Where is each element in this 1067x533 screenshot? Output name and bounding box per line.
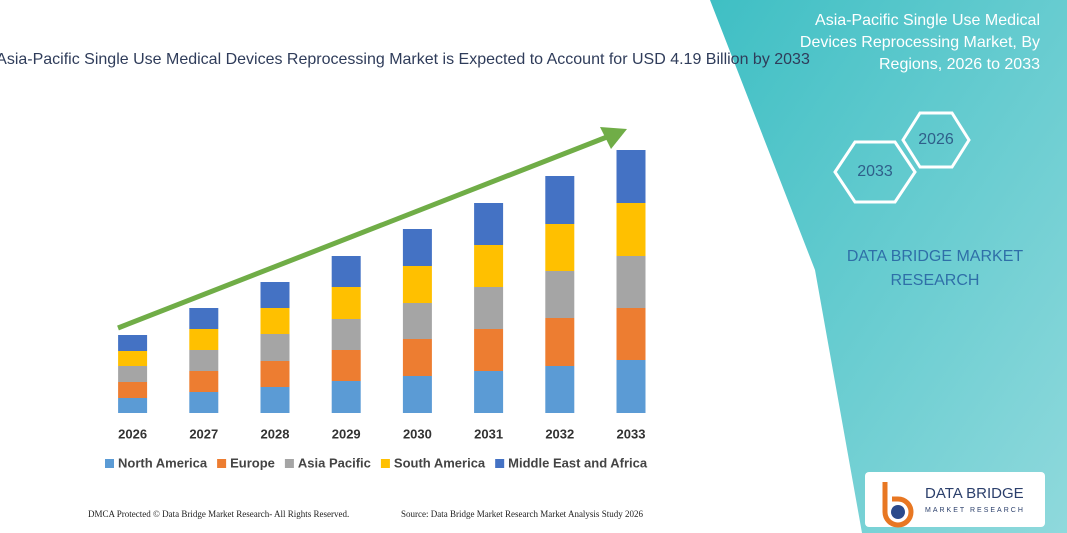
bar-segment — [474, 245, 504, 287]
bar-segment — [616, 203, 646, 256]
legend-label: Middle East and Africa — [508, 455, 648, 470]
bar-segment — [260, 334, 290, 361]
footer-right: Source: Data Bridge Market Research Mark… — [401, 509, 643, 519]
bar-segment — [402, 339, 432, 376]
hexagon — [833, 140, 917, 204]
bar-segment — [118, 351, 148, 366]
bar-segment — [616, 308, 646, 360]
legend-label: South America — [394, 455, 486, 470]
hex-label: 2033 — [857, 163, 893, 180]
x-tick-label: 2029 — [332, 426, 361, 441]
legend-swatch — [380, 459, 390, 468]
bar-segment — [189, 392, 219, 413]
chart-title: Asia-Pacific Single Use Medical Devices … — [0, 51, 810, 68]
legend-label: Asia Pacific — [298, 455, 371, 470]
bar-segment — [474, 329, 504, 371]
chart-title-text: Asia-Pacific Single Use Medical Devices … — [0, 51, 810, 68]
x-tick-label: 2027 — [189, 426, 218, 441]
bar-segment — [331, 319, 361, 350]
bar-segment — [545, 271, 575, 318]
bar-segment — [616, 360, 646, 413]
bar-segment — [260, 282, 290, 308]
logo-name: DATA BRIDGE — [925, 485, 1024, 502]
bar-segment — [474, 287, 504, 329]
bar-segment — [260, 361, 290, 387]
x-tick-label: 2028 — [261, 426, 290, 441]
bar-segment — [331, 381, 361, 413]
logo-icon — [891, 505, 905, 519]
bar-segment — [118, 335, 148, 351]
logo-icon — [882, 482, 914, 528]
footer-left: DMCA Protected © Data Bridge Market Rese… — [88, 509, 349, 519]
bar-segment — [545, 176, 575, 224]
logo-tagline: MARKET RESEARCH — [925, 507, 1025, 514]
bar-segment — [545, 366, 575, 413]
bar-segment — [189, 308, 219, 329]
bar-segment — [402, 376, 432, 413]
bar-segment — [260, 308, 290, 334]
bar-segment — [260, 387, 290, 413]
bar-segment — [545, 318, 575, 366]
bar-segment — [189, 329, 219, 350]
bar-segment — [616, 150, 646, 203]
legend-label: Europe — [230, 455, 275, 470]
brand: DATA BRIDGE MARKET RESEARCH — [846, 248, 1024, 289]
bar-segment — [402, 303, 432, 339]
bar-segment — [402, 266, 432, 303]
legend-swatch — [105, 459, 114, 468]
bar-segment — [545, 224, 575, 271]
bar-segment — [118, 366, 148, 382]
bar-segment — [118, 398, 148, 413]
legend-swatch — [495, 459, 505, 468]
x-tick-label: 2026 — [118, 426, 147, 441]
hexagon — [901, 111, 971, 169]
legend-swatch — [217, 459, 227, 468]
trend-arrow — [117, 132, 613, 331]
x-tick-label: 2032 — [545, 426, 574, 441]
brand-box: DATA BRIDGE MARKET RESEARCH — [846, 248, 1024, 289]
bar-segment — [474, 371, 504, 413]
bar-segment — [616, 256, 646, 308]
x-tick-label: 2030 — [403, 426, 432, 441]
x-tick-label: 2033 — [617, 426, 646, 441]
legend-swatch — [284, 459, 294, 468]
trend-arrow-head — [600, 127, 627, 149]
x-tick-label: 2031 — [474, 426, 503, 441]
bar-segment — [402, 229, 432, 266]
bar-segment — [331, 350, 361, 381]
bar-segment — [118, 382, 148, 398]
legend-label: North America — [118, 455, 208, 470]
side-panel — [710, 0, 1067, 533]
bar-segment — [189, 350, 219, 371]
bar-segment — [331, 287, 361, 319]
bar-segment — [331, 256, 361, 287]
bar-segment — [189, 371, 219, 392]
panel-title: Asia-Pacific Single Use Medical Devices … — [799, 12, 1040, 73]
hex-label: 2026 — [918, 131, 954, 148]
bar-segment — [474, 203, 504, 245]
panel-title-box: Asia-Pacific Single Use Medical Devices … — [799, 12, 1040, 73]
